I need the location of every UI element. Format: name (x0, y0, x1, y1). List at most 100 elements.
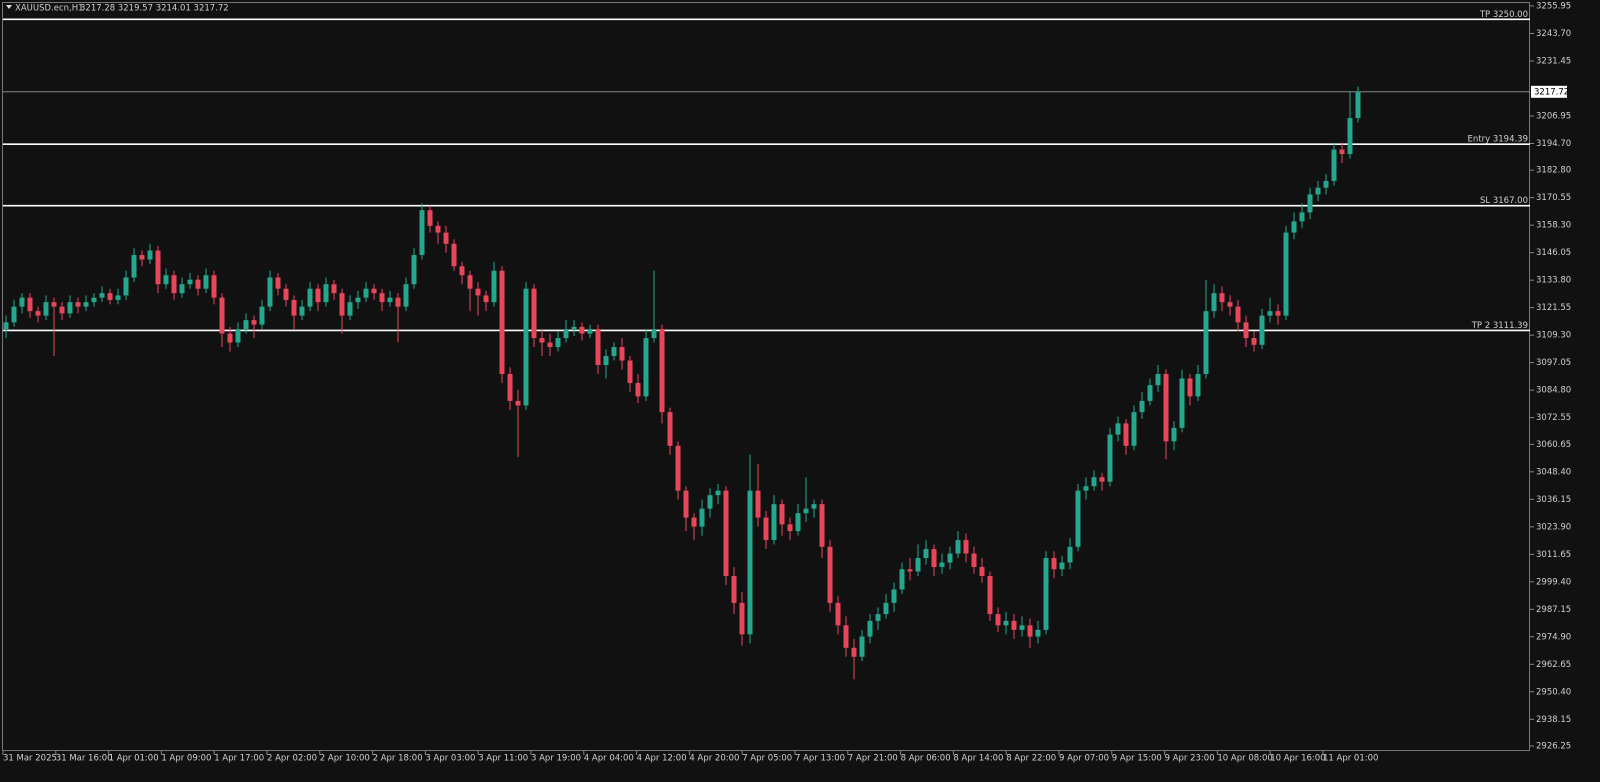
x-tick-label: 8 Apr 22:00 (1006, 754, 1056, 764)
y-tick-label: 3182.80 (1536, 166, 1571, 176)
candle-body (1235, 306, 1241, 323)
candle-body (859, 636, 865, 657)
candle-body (347, 302, 353, 316)
candle-body (155, 250, 161, 285)
y-tick-label: 2962.65 (1536, 660, 1571, 670)
candle-body (883, 602, 889, 615)
candle-body (699, 508, 705, 527)
candle-body (723, 490, 729, 576)
last-price-label: 3217.72 (1534, 87, 1569, 97)
x-tick-label: 8 Apr 06:00 (901, 754, 951, 764)
candle-body (619, 347, 625, 361)
candle-body (1347, 118, 1353, 155)
candle-body (963, 540, 969, 554)
candle-body (147, 250, 153, 260)
x-tick-label: 3 Apr 11:00 (478, 754, 528, 764)
y-tick-label: 3023.90 (1536, 522, 1571, 532)
candle-body (339, 293, 345, 316)
candle-body (1035, 629, 1041, 637)
y-tick-label: 3255.95 (1536, 2, 1571, 12)
y-tick-label: 3146.05 (1536, 248, 1571, 258)
plot-frame (2, 2, 1530, 751)
candle-body (91, 297, 97, 303)
candle-body (419, 210, 425, 256)
menu-arrow[interactable] (6, 5, 12, 9)
candle-body (3, 322, 9, 330)
y-tick-label: 3133.80 (1536, 276, 1571, 286)
candle-body (1163, 373, 1169, 442)
candle-body (803, 508, 809, 514)
candle-body (403, 284, 409, 307)
y-tick-label: 2999.40 (1536, 577, 1571, 587)
candle-body (795, 513, 801, 532)
candle-body (595, 329, 601, 366)
candle-body (987, 575, 993, 615)
candle-body (1179, 378, 1185, 428)
candle-body (379, 293, 385, 303)
candle-body (771, 504, 777, 541)
y-tick-label: 2974.90 (1536, 632, 1571, 642)
y-tick-label: 2926.25 (1536, 742, 1571, 752)
y-tick-label: 3072.55 (1536, 413, 1571, 423)
candle-body (939, 562, 945, 568)
candle-body (427, 210, 433, 226)
candle-body (355, 297, 361, 303)
candle-body (211, 275, 217, 298)
candle-body (1243, 322, 1249, 339)
candle-body (123, 277, 129, 296)
candle-body (539, 338, 545, 343)
candle-body (611, 347, 617, 357)
x-tick-label: 7 Apr 21:00 (848, 754, 898, 764)
candle-body (1251, 338, 1257, 345)
y-tick-label: 2987.15 (1536, 605, 1571, 615)
candle-body (867, 620, 873, 637)
candle-body (579, 326, 585, 334)
candle-body (1059, 562, 1065, 570)
candle-body (947, 553, 953, 563)
candle-body (603, 356, 609, 366)
candle-body (1299, 212, 1305, 222)
candle-body (291, 299, 297, 316)
candle-body (1187, 378, 1193, 397)
candle-body (827, 546, 833, 603)
candle-body (1323, 180, 1329, 188)
candle-body (1195, 373, 1201, 397)
y-tick-label: 3084.80 (1536, 386, 1571, 396)
candle-body (219, 297, 225, 334)
x-tick-label: 3 Apr 03:00 (425, 754, 475, 764)
candle-body (99, 293, 105, 298)
candle-body (395, 297, 401, 307)
candle-body (307, 288, 313, 307)
candle-body (1355, 91, 1361, 119)
candle-body (43, 302, 49, 316)
x-tick-label: 1 Apr 09:00 (161, 754, 211, 764)
candle-body (187, 279, 193, 285)
candle-body (227, 333, 233, 343)
x-tick-label: 4 Apr 12:00 (637, 754, 687, 764)
candle-body (763, 517, 769, 541)
candle-body (979, 567, 985, 576)
candle-body (451, 243, 457, 267)
candle-body (259, 306, 265, 325)
candle-body (683, 490, 689, 518)
candle-body (635, 382, 641, 397)
candle-body (819, 504, 825, 547)
level-label: TP 3250.00 (1479, 10, 1528, 20)
candle-body (675, 445, 681, 491)
candle-body (27, 297, 33, 312)
candle-body (331, 284, 337, 294)
y-tick-label: 2938.15 (1536, 715, 1571, 725)
candle-body (907, 569, 913, 572)
y-tick-label: 3170.55 (1536, 193, 1571, 203)
candle-body (283, 288, 289, 300)
candle-body (1291, 221, 1297, 233)
candle-body (179, 284, 185, 294)
candle-body (267, 277, 273, 307)
candle-body (843, 625, 849, 648)
candle-body (59, 306, 65, 314)
x-tick-label: 9 Apr 23:00 (1165, 754, 1215, 764)
candle-body (1027, 625, 1033, 637)
x-tick-label: 7 Apr 13:00 (795, 754, 845, 764)
